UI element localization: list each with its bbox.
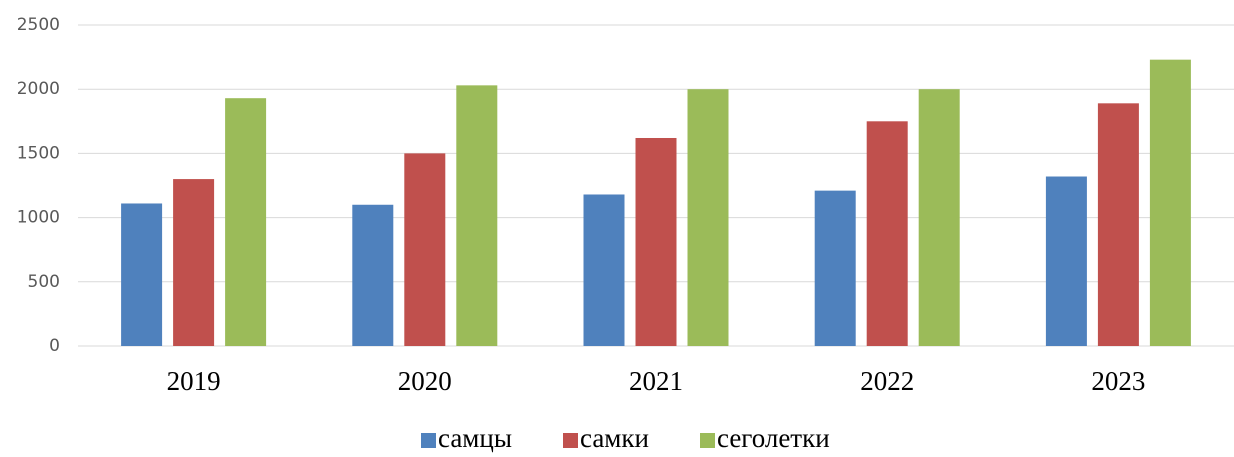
x-tick-label: 2022 <box>860 366 914 396</box>
legend-label: самки <box>580 423 649 453</box>
y-tick-label: 1000 <box>17 208 60 228</box>
bar <box>1097 103 1139 346</box>
x-tick-label: 2020 <box>398 366 452 396</box>
y-tick-label: 0 <box>49 336 60 356</box>
legend-label: сеголетки <box>717 423 830 453</box>
bar <box>173 179 215 346</box>
bar <box>687 89 729 346</box>
legend-label: самцы <box>438 423 512 453</box>
legend-swatch <box>700 433 715 448</box>
y-tick-label: 500 <box>28 272 60 292</box>
bar <box>635 137 677 346</box>
bar <box>1045 176 1087 346</box>
x-tick-label: 2019 <box>167 366 221 396</box>
bar <box>583 194 625 346</box>
x-tick-label: 2023 <box>1091 366 1145 396</box>
x-tick-label: 2021 <box>629 366 683 396</box>
y-tick-label: 1500 <box>17 143 60 163</box>
bar <box>866 121 908 346</box>
bar <box>225 98 267 346</box>
legend-swatch <box>563 433 578 448</box>
bar <box>814 190 856 346</box>
bar <box>404 153 446 346</box>
bar <box>918 89 960 346</box>
y-tick-label: 2500 <box>17 15 60 35</box>
y-tick-label: 2000 <box>17 79 60 99</box>
bar <box>352 204 394 346</box>
bar <box>1149 59 1191 346</box>
legend-swatch <box>421 433 436 448</box>
bar <box>121 203 163 346</box>
bar <box>456 85 498 347</box>
